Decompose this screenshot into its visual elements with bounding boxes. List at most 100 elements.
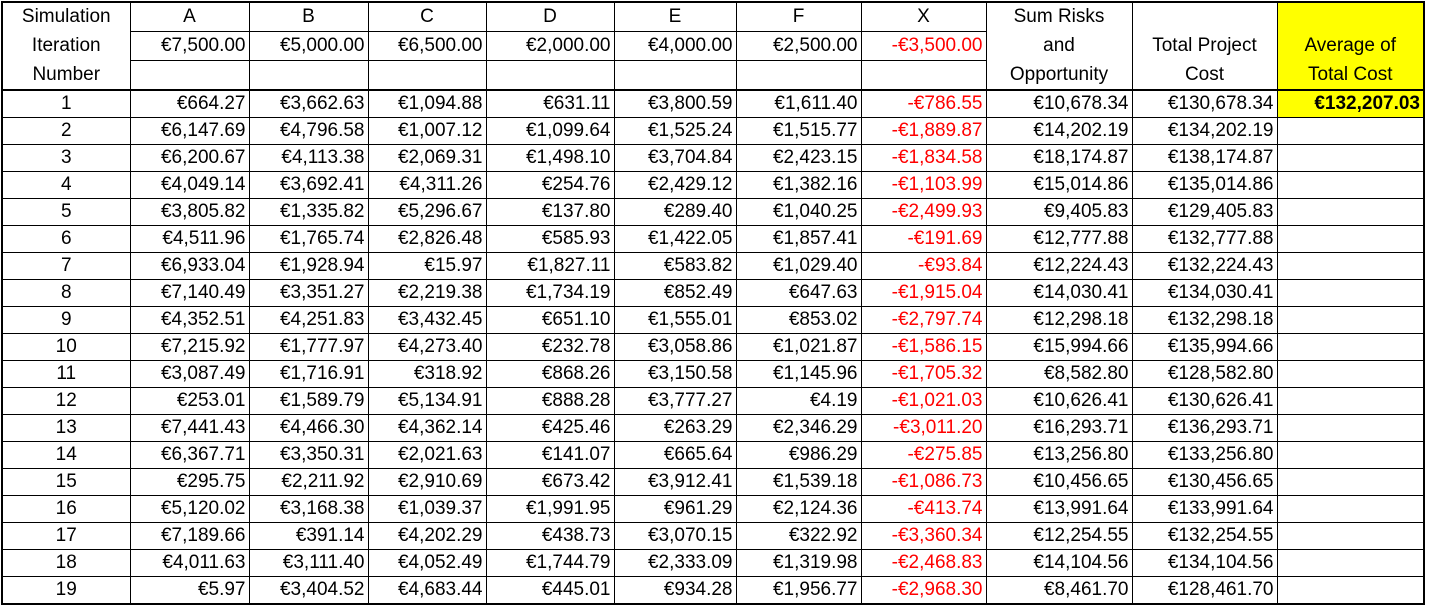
- risk-x-cell[interactable]: -€1,705.32: [860, 360, 987, 388]
- risk-value-cell[interactable]: €1,094.88: [367, 89, 487, 118]
- risk-value-cell[interactable]: €2,333.09: [613, 549, 737, 577]
- empty-cell[interactable]: [1276, 252, 1425, 280]
- risk-value-cell[interactable]: €1,007.12: [367, 117, 487, 145]
- risk-x-cell[interactable]: -€93.84: [860, 252, 987, 280]
- header-cell[interactable]: F: [735, 1, 862, 32]
- risk-value-cell[interactable]: €4,113.38: [248, 144, 369, 172]
- risk-value-cell[interactable]: €254.76: [485, 171, 615, 199]
- sum-risks-cell[interactable]: €8,461.70: [985, 576, 1133, 605]
- risk-value-cell[interactable]: €425.46: [485, 414, 615, 442]
- empty-cell[interactable]: [1276, 387, 1425, 415]
- risk-value-cell[interactable]: €253.01: [129, 387, 250, 415]
- iteration-number-cell[interactable]: 8: [1, 279, 131, 307]
- empty-cell[interactable]: [1276, 360, 1425, 388]
- risk-value-cell[interactable]: €853.02: [735, 306, 862, 334]
- risk-value-cell[interactable]: €445.01: [485, 576, 615, 605]
- iteration-number-cell[interactable]: 6: [1, 225, 131, 253]
- risk-value-cell[interactable]: €3,087.49: [129, 360, 250, 388]
- risk-value-cell[interactable]: €2,069.31: [367, 144, 487, 172]
- empty-cell[interactable]: [1276, 468, 1425, 496]
- risk-value-cell[interactable]: €934.28: [613, 576, 737, 605]
- risk-value-cell[interactable]: €1,422.05: [613, 225, 737, 253]
- risk-x-cell[interactable]: -€413.74: [860, 495, 987, 523]
- iteration-number-cell[interactable]: 12: [1, 387, 131, 415]
- risk-value-cell[interactable]: €5,296.67: [367, 198, 487, 226]
- risk-value-cell[interactable]: €1,525.24: [613, 117, 737, 145]
- risk-value-cell[interactable]: €232.78: [485, 333, 615, 361]
- base-value-cell[interactable]: €4,000.00: [613, 31, 737, 61]
- risk-value-cell[interactable]: €1,716.91: [248, 360, 369, 388]
- risk-x-cell[interactable]: -€1,915.04: [860, 279, 987, 307]
- total-cost-cell[interactable]: €132,224.43: [1131, 252, 1278, 280]
- risk-value-cell[interactable]: €1,498.10: [485, 144, 615, 172]
- total-cost-cell[interactable]: €134,104.56: [1131, 549, 1278, 577]
- total-cost-cell[interactable]: €138,174.87: [1131, 144, 1278, 172]
- sum-risks-cell[interactable]: €14,030.41: [985, 279, 1133, 307]
- risk-value-cell[interactable]: €1,744.79: [485, 549, 615, 577]
- risk-x-cell[interactable]: -€2,968.30: [860, 576, 987, 605]
- empty-cell[interactable]: [1276, 198, 1425, 226]
- risk-value-cell[interactable]: €391.14: [248, 522, 369, 550]
- sum-risks-cell[interactable]: €12,254.55: [985, 522, 1133, 550]
- total-cost-cell[interactable]: €132,777.88: [1131, 225, 1278, 253]
- risk-value-cell[interactable]: €4,311.26: [367, 171, 487, 199]
- risk-value-cell[interactable]: €1,099.64: [485, 117, 615, 145]
- risk-value-cell[interactable]: €631.11: [485, 89, 615, 118]
- risk-value-cell[interactable]: €1,857.41: [735, 225, 862, 253]
- header-cell[interactable]: X: [860, 1, 987, 32]
- base-value-cell[interactable]: €6,500.00: [367, 31, 487, 61]
- iteration-number-cell[interactable]: 11: [1, 360, 131, 388]
- risk-value-cell[interactable]: €3,704.84: [613, 144, 737, 172]
- header-cell[interactable]: Iteration: [1, 31, 131, 61]
- risk-value-cell[interactable]: €1,777.97: [248, 333, 369, 361]
- total-cost-cell[interactable]: €135,014.86: [1131, 171, 1278, 199]
- total-cost-cell[interactable]: €132,298.18: [1131, 306, 1278, 334]
- empty-cell[interactable]: [485, 60, 615, 91]
- sum-risks-cell[interactable]: €12,777.88: [985, 225, 1133, 253]
- risk-value-cell[interactable]: €7,189.66: [129, 522, 250, 550]
- risk-value-cell[interactable]: €295.75: [129, 468, 250, 496]
- risk-value-cell[interactable]: €1,611.40: [735, 89, 862, 118]
- risk-x-cell[interactable]: -€1,086.73: [860, 468, 987, 496]
- risk-x-cell[interactable]: -€3,360.34: [860, 522, 987, 550]
- risk-value-cell[interactable]: €4,273.40: [367, 333, 487, 361]
- iteration-number-cell[interactable]: 14: [1, 441, 131, 469]
- risk-value-cell[interactable]: €7,215.92: [129, 333, 250, 361]
- header-cell[interactable]: B: [248, 1, 369, 32]
- sum-risks-cell[interactable]: €13,991.64: [985, 495, 1133, 523]
- risk-value-cell[interactable]: €3,350.31: [248, 441, 369, 469]
- risk-x-cell[interactable]: -€191.69: [860, 225, 987, 253]
- empty-cell[interactable]: [1276, 414, 1425, 442]
- empty-cell[interactable]: [860, 60, 987, 91]
- risk-value-cell[interactable]: €3,351.27: [248, 279, 369, 307]
- sum-risks-cell[interactable]: €13,256.80: [985, 441, 1133, 469]
- risk-value-cell[interactable]: €4,052.49: [367, 549, 487, 577]
- risk-value-cell[interactable]: €1,539.18: [735, 468, 862, 496]
- iteration-number-cell[interactable]: 19: [1, 576, 131, 605]
- risk-value-cell[interactable]: €2,910.69: [367, 468, 487, 496]
- risk-value-cell[interactable]: €6,200.67: [129, 144, 250, 172]
- risk-x-cell[interactable]: -€2,499.93: [860, 198, 987, 226]
- sum-risks-cell[interactable]: €9,405.83: [985, 198, 1133, 226]
- total-cost-cell[interactable]: €128,582.80: [1131, 360, 1278, 388]
- risk-value-cell[interactable]: €4,251.83: [248, 306, 369, 334]
- sum-risks-cell[interactable]: €10,678.34: [985, 89, 1133, 118]
- sum-risks-cell[interactable]: €18,174.87: [985, 144, 1133, 172]
- empty-cell[interactable]: [1276, 576, 1425, 605]
- risk-value-cell[interactable]: €1,039.37: [367, 495, 487, 523]
- iteration-number-cell[interactable]: 4: [1, 171, 131, 199]
- base-value-cell[interactable]: €7,500.00: [129, 31, 250, 61]
- risk-value-cell[interactable]: €137.80: [485, 198, 615, 226]
- risk-value-cell[interactable]: €1,021.87: [735, 333, 862, 361]
- risk-x-cell[interactable]: -€1,834.58: [860, 144, 987, 172]
- risk-value-cell[interactable]: €2,219.38: [367, 279, 487, 307]
- risk-value-cell[interactable]: €1,319.98: [735, 549, 862, 577]
- risk-x-cell[interactable]: -€2,468.83: [860, 549, 987, 577]
- iteration-number-cell[interactable]: 15: [1, 468, 131, 496]
- header-cell[interactable]: [1276, 1, 1425, 32]
- header-cell[interactable]: Total Cost: [1276, 60, 1425, 91]
- header-cell[interactable]: Average of: [1276, 31, 1425, 61]
- iteration-number-cell[interactable]: 13: [1, 414, 131, 442]
- sum-risks-cell[interactable]: €10,626.41: [985, 387, 1133, 415]
- empty-cell[interactable]: [1276, 279, 1425, 307]
